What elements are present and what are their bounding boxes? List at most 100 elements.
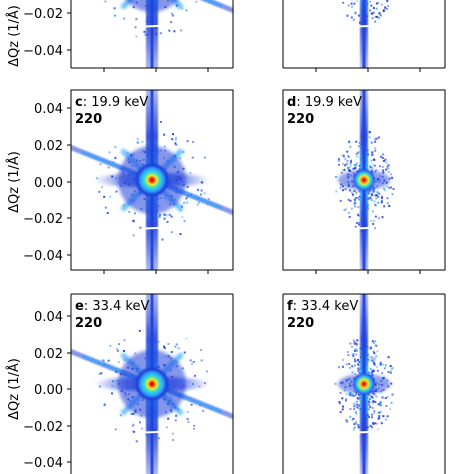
frame-f <box>282 293 446 474</box>
speckle <box>373 412 376 414</box>
speckle <box>356 406 359 409</box>
speckle <box>113 7 116 10</box>
speckle <box>181 367 184 370</box>
speckle <box>373 158 376 161</box>
speckle <box>117 361 120 364</box>
speckle <box>372 369 375 372</box>
ytick-label: −0.04 <box>23 249 63 264</box>
speckle <box>353 202 356 205</box>
speckle <box>373 352 376 355</box>
speckle <box>368 399 371 402</box>
speckle <box>353 201 356 204</box>
speckle <box>373 393 376 396</box>
speckle <box>165 214 168 217</box>
speckle <box>158 216 161 218</box>
speckle <box>386 202 389 205</box>
detector-gap <box>353 430 375 434</box>
speckle <box>357 424 360 427</box>
speckle <box>369 9 372 11</box>
speckle <box>349 164 352 167</box>
panel-d: d: 19.9 keV 220 <box>282 89 446 274</box>
speckle <box>104 206 107 209</box>
speckle <box>174 138 177 141</box>
speckle <box>369 398 371 400</box>
speckle <box>170 215 173 218</box>
speckle <box>134 212 136 215</box>
speckle <box>101 359 104 362</box>
speckle <box>135 35 138 38</box>
heatmap-c <box>71 90 233 270</box>
speckle <box>345 363 348 366</box>
speckle <box>357 404 360 407</box>
speckle <box>160 121 162 123</box>
speckle <box>377 196 380 198</box>
speckle <box>351 354 354 356</box>
speckle <box>132 6 135 9</box>
star-arm-2 <box>120 0 134 10</box>
speckle <box>345 419 348 422</box>
speckle <box>375 197 378 200</box>
speckle <box>367 403 370 406</box>
speckle <box>389 372 392 374</box>
speckle <box>338 366 341 369</box>
speckle <box>357 359 359 361</box>
speckle <box>200 359 203 362</box>
speckle <box>375 395 378 398</box>
svg-text:c: 19.9 keV: c: 19.9 keV <box>75 95 148 110</box>
speckle <box>386 185 389 188</box>
speckle <box>388 205 391 207</box>
speckle <box>391 193 394 196</box>
speckle <box>139 226 142 229</box>
speckle <box>353 2 356 5</box>
speckle <box>356 213 359 216</box>
speckle <box>106 212 109 214</box>
speckle <box>123 17 126 20</box>
speckle <box>349 342 352 345</box>
speckle <box>186 411 189 414</box>
speckle <box>373 139 376 142</box>
speckle <box>193 424 196 427</box>
panel-tag-sep: : <box>84 299 93 314</box>
speckle <box>374 204 377 207</box>
speckle <box>166 220 169 223</box>
speckle <box>163 213 166 216</box>
speckle <box>369 0 372 3</box>
speckle <box>387 371 390 373</box>
speckle <box>373 220 376 223</box>
speckle <box>196 188 199 191</box>
y-axis-label: ΔQz (1/Å) <box>6 5 22 67</box>
speckle <box>368 189 371 192</box>
speckle <box>357 206 360 208</box>
speckle <box>374 344 377 347</box>
speckle <box>381 197 383 200</box>
speckle <box>342 162 345 165</box>
speckle <box>349 408 352 410</box>
speckle <box>387 356 390 359</box>
speckle <box>374 422 377 425</box>
speckle <box>368 136 371 139</box>
speckle <box>385 405 388 407</box>
speckle <box>352 167 355 170</box>
speckle <box>353 408 356 411</box>
bragg-peak <box>134 162 170 198</box>
speckle <box>353 423 356 425</box>
bragg-peak <box>352 372 376 396</box>
speckle <box>390 401 393 404</box>
reflection-label: 220 <box>75 112 102 127</box>
ytick-label: 0.02 <box>34 347 63 362</box>
speckle <box>163 217 166 220</box>
heatmap-f <box>334 294 394 474</box>
diffraction-pattern-b <box>342 0 390 68</box>
speckle <box>181 216 184 219</box>
speckle <box>351 393 354 396</box>
speckle <box>346 14 349 17</box>
speckle <box>385 418 388 421</box>
diffraction-pattern-d <box>335 90 395 270</box>
speckle <box>377 1 380 4</box>
speckle <box>345 208 347 210</box>
speckle <box>339 411 342 413</box>
speckle <box>163 345 165 348</box>
speckle <box>98 190 101 193</box>
speckle <box>368 401 371 404</box>
speckle <box>383 367 386 370</box>
